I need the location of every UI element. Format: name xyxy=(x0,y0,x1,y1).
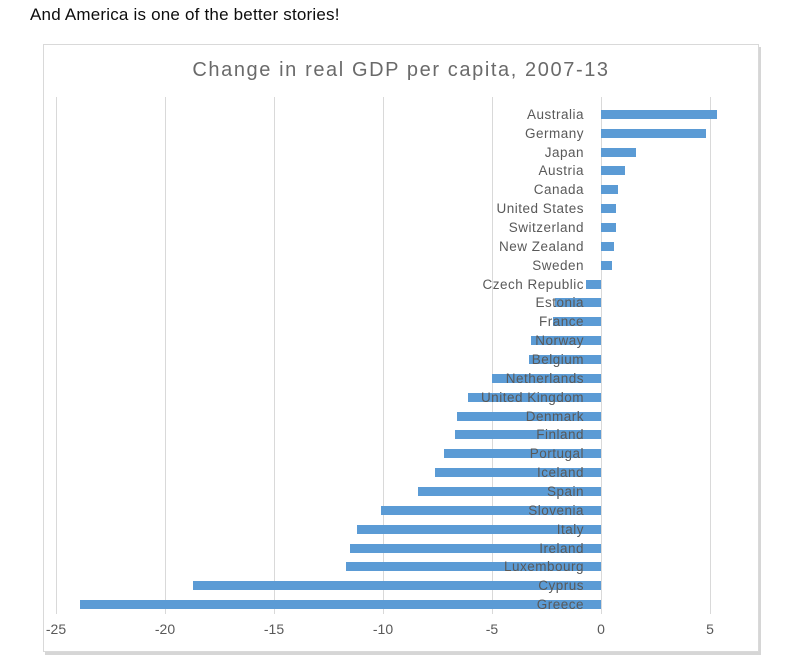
bar xyxy=(529,355,601,364)
x-tick-label: 5 xyxy=(706,621,714,637)
category-label: Norway xyxy=(535,333,584,349)
plot-area: -25 -20 -15 -10 -5 0 5 Australia Germany Japan Aus… xyxy=(44,45,758,651)
bar xyxy=(345,562,601,572)
chart-title: Change in real GDP per capita, 2007-13 xyxy=(192,59,610,81)
category-label: Spain xyxy=(546,483,584,499)
bar xyxy=(601,166,625,176)
x-tick-label: 0 xyxy=(597,621,605,637)
bar xyxy=(444,449,601,459)
bar xyxy=(601,147,636,157)
bar xyxy=(601,260,612,270)
category-label: Slovenia xyxy=(528,502,584,518)
bar xyxy=(585,279,601,289)
gridline xyxy=(710,97,711,614)
category-label: New Zealand xyxy=(498,238,584,254)
x-tick-label: -15 xyxy=(263,621,285,637)
x-tick-label: -20 xyxy=(154,621,176,637)
bar xyxy=(457,411,601,421)
category-label: France xyxy=(538,314,584,330)
bar xyxy=(79,600,601,610)
page-heading: And America is one of the better stories… xyxy=(30,5,340,24)
chart-container: Change in real GDP per capita, 2007-13 -… xyxy=(43,44,759,652)
x-tick-label: -10 xyxy=(372,621,394,637)
category-label: Sweden xyxy=(532,257,584,273)
category-label: Italy xyxy=(556,521,584,537)
gridline xyxy=(165,97,166,614)
bar xyxy=(468,392,601,402)
bar xyxy=(601,128,706,138)
bar xyxy=(531,336,601,346)
bar xyxy=(193,581,601,591)
category-label: Finland xyxy=(536,427,584,443)
bar xyxy=(350,543,601,553)
category-label: Japan xyxy=(544,144,584,160)
category-label: Greece xyxy=(536,597,584,613)
category-label: Switzerland xyxy=(508,220,584,236)
category-label: Netherlands xyxy=(505,370,584,386)
category-label: Cyprus xyxy=(538,578,584,594)
bar xyxy=(601,223,617,233)
bar xyxy=(417,486,601,496)
category-label: Estonia xyxy=(535,295,584,311)
bar xyxy=(454,430,601,440)
x-tick-label: -25 xyxy=(45,621,67,637)
category-label: Canada xyxy=(533,182,584,198)
category-label: Czech Republic xyxy=(482,276,584,292)
category-label: Ireland xyxy=(539,540,584,556)
bar xyxy=(356,524,601,534)
category-label: Iceland xyxy=(536,465,584,481)
category-label: Denmark xyxy=(525,408,584,424)
bar xyxy=(553,317,601,327)
gridline xyxy=(274,97,275,614)
bar xyxy=(601,109,717,119)
gridline xyxy=(383,97,384,614)
bar xyxy=(435,468,601,478)
bar xyxy=(380,505,601,515)
category-label: United States xyxy=(496,201,584,217)
category-label: Germany xyxy=(524,125,584,141)
x-tick-label: -5 xyxy=(485,621,499,637)
bar xyxy=(555,298,601,308)
category-label: Portugal xyxy=(529,446,584,462)
bar xyxy=(601,241,615,251)
category-label: Australia xyxy=(526,106,584,122)
category-label: Luxembourg xyxy=(503,559,584,575)
category-label: Belgium xyxy=(531,351,584,367)
zero-axis-line xyxy=(601,97,602,614)
bar xyxy=(601,185,619,195)
gridline xyxy=(56,97,57,614)
gridline xyxy=(492,97,493,614)
category-label: Austria xyxy=(538,163,584,179)
bar xyxy=(601,204,617,214)
category-label: United Kingdom xyxy=(480,389,584,405)
bar xyxy=(492,373,601,383)
